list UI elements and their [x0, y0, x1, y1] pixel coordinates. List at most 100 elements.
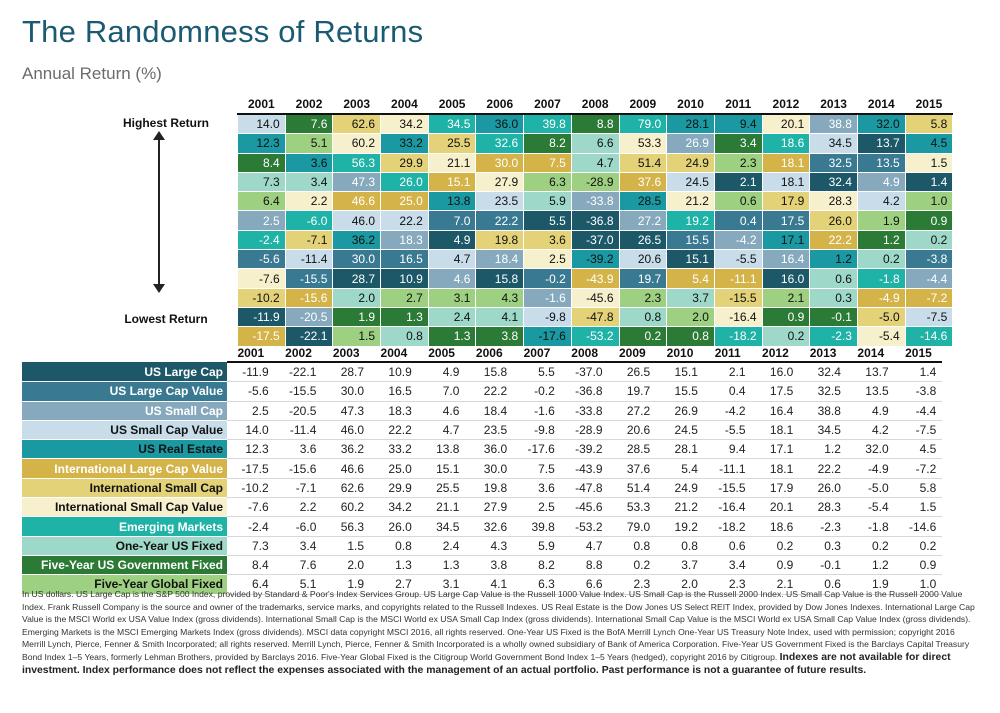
return-value: -0.2: [513, 381, 561, 402]
return-value: 0.3: [799, 536, 847, 556]
return-value: 20.1: [751, 497, 800, 518]
return-value: -4.4: [894, 401, 943, 421]
heatmap-cell: 2.7: [380, 287, 429, 308]
heatmap-cell: 2.1: [713, 171, 763, 193]
heatmap-cell: 27.9: [475, 171, 525, 193]
heatmap-cell: 28.1: [666, 113, 715, 135]
heatmap-cell: 26.0: [809, 210, 858, 231]
heatmap-cell: 2.2: [284, 191, 334, 212]
table-year-header: 2001 2002 2003 2004 2005 2006 2007 2008 2009 2010…: [22, 344, 943, 363]
return-value: -15.5: [703, 478, 752, 499]
heatmap-cell: -11.4: [284, 249, 334, 270]
return-value: 34.5: [799, 420, 847, 441]
heatmap-cell: 30.0: [332, 249, 382, 270]
return-value: 16.4: [751, 401, 800, 421]
heatmap-cell: 16.0: [761, 268, 811, 289]
heatmap-cell: 2.5: [523, 249, 572, 270]
ranking-arrow: [158, 136, 160, 288]
asset-class-label: US Large Cap: [22, 362, 227, 383]
return-value: 19.2: [656, 516, 704, 537]
heatmap-cell: 47.3: [332, 171, 382, 193]
return-value: 62.6: [322, 478, 371, 499]
table-row: US Real Estate 12.3 3.6 36.2 33.2 13.8 36.0 -17…: [22, 439, 943, 460]
table-row: International Small Cap Value -7.6 2.2 60.2…: [22, 497, 943, 518]
heatmap-cell: -5.5: [713, 249, 763, 270]
return-value: 51.4: [608, 478, 657, 499]
return-value: 21.1: [417, 497, 466, 518]
return-value: 0.9: [894, 555, 943, 576]
return-value: -37.0: [560, 362, 609, 383]
year-header: 2015: [894, 344, 943, 363]
return-value: 8.2: [513, 555, 561, 576]
heatmap-cell: 9.4: [713, 113, 763, 135]
return-value: -17.5: [227, 458, 275, 479]
heatmap-cell: 15.5: [666, 229, 715, 251]
heatmap-cell: 21.1: [427, 152, 477, 173]
return-value: 18.3: [370, 401, 418, 421]
return-value: 4.9: [417, 362, 466, 383]
return-value: 13.7: [846, 362, 895, 383]
year-header: 2010: [666, 95, 715, 115]
heatmap-cell: 17.1: [761, 229, 811, 251]
return-value: 5.5: [513, 362, 561, 383]
return-value: 18.4: [465, 401, 514, 421]
heatmap-cell: 22.2: [380, 210, 429, 231]
return-value: 1.5: [322, 536, 371, 556]
return-value: 17.1: [751, 439, 800, 460]
return-value: 4.5: [894, 439, 943, 460]
table-row: US Small Cap 2.5 -20.5 47.3 18.3 4.6 18.4 -1.6-…: [22, 401, 943, 421]
return-value: 3.1: [417, 574, 466, 595]
heatmap-cell: 24.9: [666, 152, 715, 173]
heatmap-cell: 30.0: [475, 152, 525, 173]
heatmap-cell: 0.6: [713, 191, 763, 212]
heatmap-cell: 4.9: [856, 171, 906, 193]
asset-class-label: Emerging Markets: [22, 516, 227, 537]
year-header: 2001: [227, 344, 275, 363]
heatmap-cell: 5.5: [523, 210, 572, 231]
heatmap-rank-row: -2.4 -7.1 36.2 18.3 4.9 19.8 3.6 -37.0 26.5 15.5-…: [237, 229, 954, 251]
return-value: 24.5: [656, 420, 704, 441]
return-value: 0.6: [799, 574, 847, 595]
return-value: 4.3: [465, 536, 514, 556]
return-value: 34.2: [370, 497, 418, 518]
year-header: 2003: [332, 95, 381, 115]
heatmap-cell: 14.0: [237, 113, 286, 135]
return-value: -2.3: [799, 516, 847, 537]
return-value: -10.2: [227, 478, 275, 499]
heatmap-cell: 46.0: [332, 210, 382, 231]
heatmap-cell: 18.4: [475, 249, 525, 270]
return-value: 28.1: [656, 439, 704, 460]
return-value: -14.6: [894, 516, 943, 537]
return-value: -9.8: [513, 420, 561, 441]
return-value: 3.6: [513, 478, 561, 499]
heatmap-cell: 0.9: [904, 210, 954, 231]
year-header: 2013: [809, 95, 858, 115]
heatmap-cell: 28.7: [332, 268, 382, 289]
heatmap-cell: 25.0: [380, 191, 429, 212]
heatmap-cell: -9.8: [523, 306, 572, 328]
heatmap-cell: 24.5: [666, 171, 715, 193]
table-row: One-Year US Fixed 7.3 3.4 1.5 0.8 2.4 4.3 5.9 4.…: [22, 536, 943, 556]
return-value: 10.9: [370, 362, 418, 383]
asset-class-label: International Small Cap: [22, 478, 227, 499]
heatmap-cell: -36.8: [570, 210, 620, 231]
heatmap-cell: 1.9: [332, 306, 382, 328]
return-value: -15.5: [274, 381, 323, 402]
heatmap-cell: 0.2: [856, 249, 906, 270]
return-value: 6.4: [227, 574, 275, 595]
year-header: 2005: [428, 95, 476, 115]
return-value: 4.9: [846, 401, 895, 421]
table-row: US Large Cap Value -5.6 -15.5 30.0 16.5 7.0 22…: [22, 381, 943, 402]
return-value: -7.6: [227, 497, 275, 518]
return-value: 2.3: [703, 574, 752, 595]
heatmap-rank-row: -7.6 -15.5 28.7 10.9 4.6 15.8 -0.2 -43.9 19.7 5.4…: [237, 268, 954, 289]
return-value: 46.6: [322, 458, 371, 479]
return-value: 25.5: [417, 478, 466, 499]
arrow-up-icon: [153, 131, 165, 140]
heatmap-cell: 5.4: [666, 268, 715, 289]
return-value: 1.3: [417, 555, 466, 576]
heatmap-cell: 32.5: [809, 152, 858, 173]
heatmap-cell: 25.5: [427, 133, 477, 154]
heatmap-rank-row: 7.3 3.4 47.3 26.0 15.1 27.9 6.3 -28.9 37.6 24.5 2.…: [237, 171, 954, 193]
return-value: 1.9: [846, 574, 895, 595]
